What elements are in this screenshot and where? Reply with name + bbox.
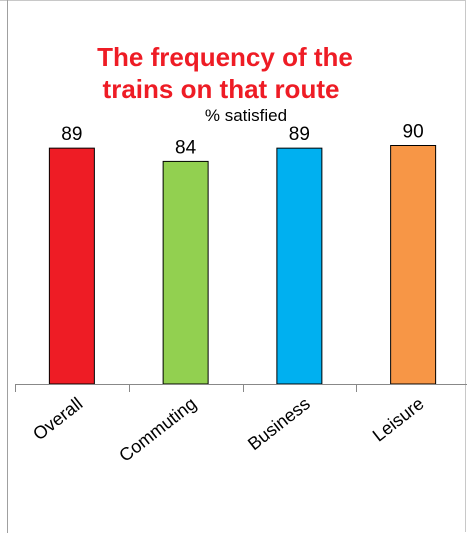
bar-business (276, 147, 323, 385)
bar-leisure (390, 145, 437, 385)
bars-group (48, 145, 437, 385)
chart-title-line-1: The frequency of the (97, 42, 353, 72)
left-border (7, 0, 8, 533)
chart-title-line-2: trains on that route (103, 74, 340, 104)
bar-commuting (162, 160, 209, 385)
data-label-leisure: 90 (403, 122, 424, 143)
category-label-leisure: Leisure (369, 393, 428, 445)
category-label-overall: Overall (29, 393, 86, 444)
data-label-commuting: 84 (175, 137, 197, 158)
category-label-business: Business (244, 393, 314, 454)
category-labels-group: Overall Commuting Business Leisure (29, 393, 427, 465)
category-label-commuting: Commuting (115, 393, 200, 465)
data-labels-group: 89 84 89 90 (61, 122, 423, 159)
x-axis-ticks (15, 384, 357, 392)
bar-overall (48, 147, 95, 385)
data-label-overall: 89 (61, 124, 82, 145)
data-label-business: 89 (289, 124, 310, 145)
chart-subtitle: % satisfied (205, 106, 287, 125)
